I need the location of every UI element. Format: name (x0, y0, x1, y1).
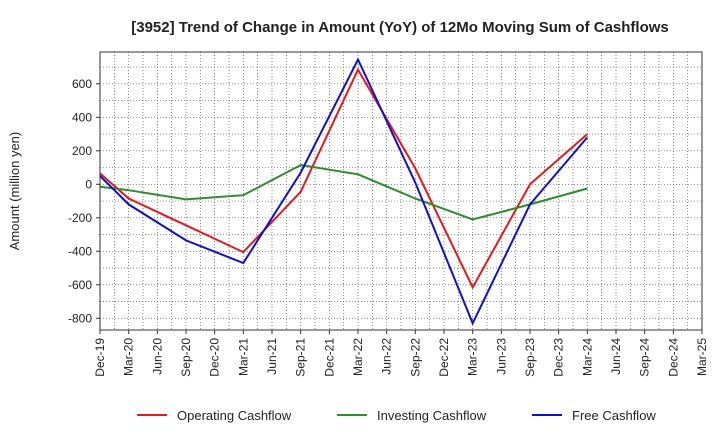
x-tick-label: Dec-23 (552, 338, 566, 377)
x-tick-label: Mar-20 (122, 338, 136, 376)
y-tick-label: 200 (72, 144, 92, 158)
x-tick-label: Jun-22 (380, 338, 394, 375)
y-tick-label: -800 (68, 311, 92, 325)
y-tick-label: -400 (68, 244, 92, 258)
x-tick-label: Sep-20 (179, 338, 193, 377)
y-tick-label: -600 (68, 278, 92, 292)
x-tick-label: Sep-22 (408, 338, 422, 377)
series-layer (99, 57, 589, 326)
y-axis-label: Amount (million yen) (7, 132, 22, 251)
x-tick-label: Mar-22 (351, 338, 365, 376)
series-line-free-cashflow (99, 57, 589, 326)
series-line-operating-cashflow (99, 67, 588, 290)
x-tick-layer: Dec-19 Mar-20 Jun-20 Sep-20 Dec-20 Mar-21 Jun-… (93, 330, 709, 377)
legend-label: Operating Cashflow (177, 408, 292, 423)
x-tick-label: Mar-21 (236, 338, 250, 376)
legend-label: Free Cashflow (572, 408, 656, 423)
chart-title: [3952] Trend of Change in Amount (YoY) o… (131, 19, 669, 36)
x-tick-label: Mar-23 (466, 338, 480, 376)
x-tick-label: Jun-20 (150, 338, 164, 375)
x-tick-label: Jun-23 (494, 338, 508, 375)
y-tick-label: 600 (72, 77, 92, 91)
grid-layer (99, 52, 703, 330)
legend-label: Investing Cashflow (377, 408, 487, 423)
x-tick-label: Jun-24 (609, 338, 623, 375)
x-tick-label: Dec-19 (93, 338, 107, 377)
x-tick-label: Dec-21 (322, 338, 336, 377)
plot-frame (99, 51, 703, 331)
legend: Operating Cashflow Investing Cashflow Free… (137, 408, 656, 423)
y-tick-label: 0 (85, 177, 92, 191)
x-tick-label: Sep-23 (523, 338, 537, 377)
y-tick-label: -200 (68, 211, 92, 225)
x-tick-label: Mar-25 (695, 338, 709, 376)
x-tick-label: Dec-22 (437, 338, 451, 377)
x-tick-label: Jun-21 (265, 338, 279, 375)
x-tick-label: Dec-24 (666, 338, 680, 377)
series-line-investing-cashflow (99, 163, 588, 221)
x-tick-label: Dec-20 (208, 338, 222, 377)
y-tick-layer: 600 400 200 0 -200 -400 -600 -800 (68, 77, 100, 325)
y-tick-label: 400 (72, 110, 92, 124)
x-tick-label: Sep-24 (638, 338, 652, 377)
x-tick-label: Sep-21 (294, 338, 308, 377)
x-tick-label: Mar-24 (580, 338, 594, 376)
